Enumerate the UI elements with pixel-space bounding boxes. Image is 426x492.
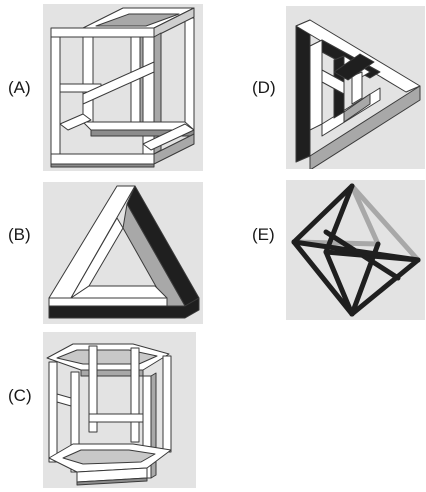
impossible-hexagonal-prism-panel <box>43 332 196 488</box>
figure-label-b: (B) <box>8 225 31 244</box>
impossible-octahedron-icon <box>291 183 421 317</box>
figure-label-a: (A) <box>8 78 31 97</box>
impossible-octahedron-panel <box>286 180 425 320</box>
figure-label-c: (C) <box>8 386 32 405</box>
impossible-hexagonal-prism-icon <box>46 343 172 486</box>
figure-label-e: (E) <box>252 225 275 244</box>
penrose-triangle-panel <box>43 182 203 324</box>
impossible-cube-panel <box>43 4 203 171</box>
figure-label-d: (D) <box>252 78 276 97</box>
impossible-cube-icon <box>50 7 195 168</box>
interlocked-impossible-triangle-icon <box>295 19 421 169</box>
penrose-triangle-icon <box>48 185 200 319</box>
interlocked-impossible-triangle-panel <box>286 6 425 169</box>
